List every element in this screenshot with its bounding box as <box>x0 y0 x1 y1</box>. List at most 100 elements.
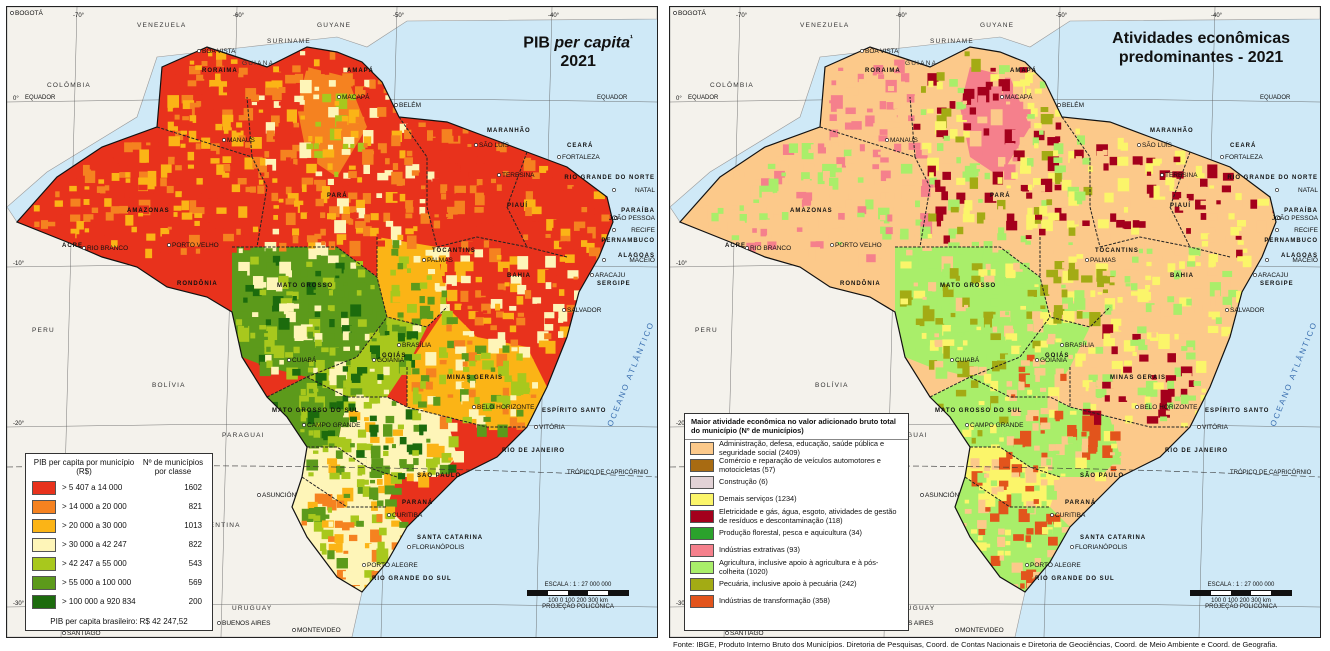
municipality-cell <box>427 199 433 203</box>
municipality-cell <box>1047 396 1059 411</box>
pib-legend-count: 1602 <box>184 483 202 492</box>
municipality-cell <box>405 213 413 219</box>
pib-legend-item: > 100 000 a 920 834 200 <box>26 592 212 611</box>
tropic-label: TRÓPICO DE CAPRICÓRNIO <box>567 469 649 476</box>
municipality-cell <box>731 235 740 245</box>
municipality-cell <box>453 214 459 220</box>
municipality-cell <box>1125 395 1131 401</box>
municipality-cell <box>62 186 70 194</box>
municipality-cell <box>145 248 153 259</box>
country-label: URUGUAY <box>232 605 272 612</box>
municipality-cell <box>418 472 430 488</box>
capital-label: CAMPO GRANDE <box>970 422 1024 429</box>
municipality-cell <box>997 486 1004 492</box>
municipality-cell <box>363 67 373 75</box>
municipality-cell <box>336 500 345 508</box>
municipality-cell <box>809 219 819 229</box>
municipality-cell <box>559 184 564 191</box>
municipality-cell <box>441 157 451 168</box>
municipality-cell <box>1005 143 1015 149</box>
municipality-cell <box>1110 172 1119 179</box>
municipality-cell <box>822 163 834 177</box>
municipality-cell <box>558 318 564 323</box>
municipality-cell <box>481 303 491 314</box>
municipality-cell <box>369 332 380 342</box>
municipality-cell <box>573 276 578 280</box>
municipality-cell <box>321 186 331 195</box>
municipality-cell <box>934 361 944 373</box>
municipality-cell <box>1040 408 1050 415</box>
municipality-cell <box>1088 326 1094 331</box>
state-label: RORAIMA <box>202 68 238 74</box>
municipality-cell <box>1221 192 1231 201</box>
municipality-cell <box>89 241 97 248</box>
municipality-cell <box>1180 388 1188 397</box>
municipality-cell <box>348 109 360 124</box>
municipality-cell <box>1125 283 1131 287</box>
municipality-cell <box>1034 123 1042 129</box>
municipality-cell <box>272 228 280 235</box>
capital-label: BOA VISTA <box>202 48 236 55</box>
municipality-cell <box>1047 137 1059 146</box>
municipality-cell <box>879 129 889 135</box>
municipality-cell <box>929 116 938 123</box>
municipality-cell <box>921 255 926 261</box>
municipality-cell <box>315 359 325 372</box>
municipality-cell <box>900 163 913 174</box>
municipality-cell <box>1088 436 1098 448</box>
municipality-cell <box>1109 452 1115 456</box>
municipality-cell <box>175 178 182 186</box>
municipality-cell <box>829 177 839 190</box>
municipality-cell <box>440 212 449 218</box>
municipality-cell <box>182 116 189 121</box>
municipality-cell <box>754 165 760 172</box>
municipality-cell <box>985 529 995 541</box>
municipality-cell <box>942 284 954 298</box>
capital-marker <box>590 273 594 277</box>
municipality-cell <box>40 220 49 230</box>
municipality-cell <box>488 200 496 206</box>
municipality-cell <box>314 333 324 342</box>
municipality-cell <box>1188 158 1197 167</box>
municipality-cell <box>462 401 470 406</box>
municipality-cell <box>201 172 208 179</box>
municipality-cell <box>1055 298 1062 303</box>
municipality-cell <box>565 254 575 263</box>
municipality-cell <box>391 444 396 449</box>
municipality-cell <box>859 248 869 256</box>
municipality-cell <box>1102 235 1115 245</box>
municipality-cell <box>838 86 845 94</box>
municipality-cell <box>362 87 368 91</box>
municipality-cell <box>1144 193 1150 200</box>
capital-label: BUENOS AIRES <box>222 620 271 627</box>
municipality-cell <box>978 107 983 112</box>
municipality-cell <box>915 219 922 226</box>
municipality-cell <box>1013 296 1022 303</box>
municipality-cell <box>859 144 869 152</box>
municipality-cell <box>893 128 903 139</box>
municipality-cell <box>1116 284 1123 290</box>
municipality-cell <box>1188 255 1199 262</box>
municipality-cell <box>1062 240 1070 249</box>
capital-label: CUIABÁ <box>292 355 317 364</box>
municipality-cell <box>439 270 445 277</box>
municipality-cell <box>559 241 568 248</box>
municipality-cell <box>1090 403 1097 411</box>
municipality-cell <box>229 73 236 80</box>
capital-marker <box>217 621 221 625</box>
municipality-cell <box>1180 164 1189 173</box>
municipality-cell <box>238 79 249 88</box>
municipality-cell <box>1039 375 1052 387</box>
municipality-cell <box>1110 213 1117 222</box>
municipality-cell <box>990 109 1003 126</box>
municipality-cell <box>1026 543 1032 548</box>
municipality-cell <box>258 354 268 366</box>
municipality-cell <box>433 396 441 406</box>
municipality-cell <box>789 172 794 175</box>
municipality-cell <box>1195 345 1202 353</box>
municipality-cell <box>308 472 314 477</box>
municipality-cell <box>936 72 945 81</box>
municipality-cell <box>369 487 379 501</box>
municipality-cell <box>482 212 488 218</box>
municipality-cell <box>580 199 587 207</box>
